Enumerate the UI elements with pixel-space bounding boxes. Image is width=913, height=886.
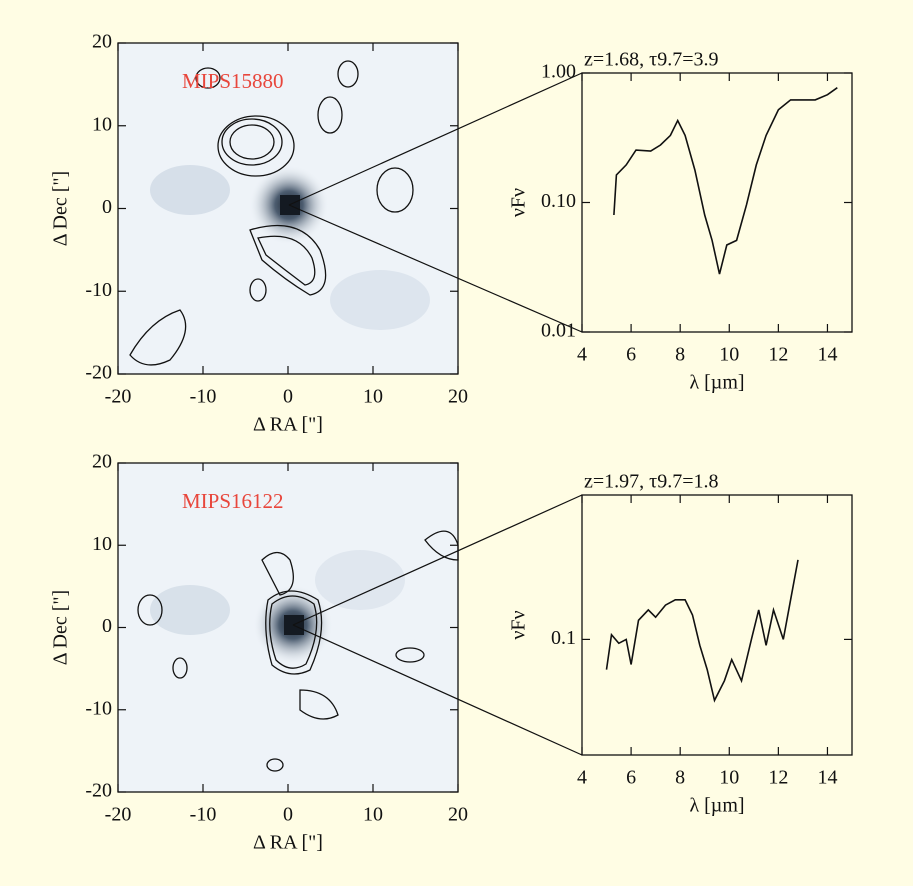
x-tick-label: -20: [105, 804, 132, 826]
y-tick-label: -20: [85, 362, 112, 384]
y-tick-label: 10: [92, 533, 112, 555]
zoom-lines: [288, 72, 583, 756]
x-tick-label: 0: [283, 386, 293, 408]
y-axis-label: Δ Dec ["]: [50, 590, 72, 665]
y-tick-label: 0.01: [541, 320, 576, 342]
x-tick-label: 8: [675, 344, 685, 366]
x-tick-label: 10: [719, 767, 739, 789]
y-tick-label: 0.10: [541, 190, 576, 212]
x-tick-label: 12: [768, 344, 788, 366]
x-tick-label: 4: [577, 767, 587, 789]
y-axis-label: νFν: [508, 188, 530, 217]
y-tick-label: 0.1: [551, 627, 576, 649]
x-tick-label: 8: [675, 767, 685, 789]
x-tick-label: 20: [448, 804, 468, 826]
x-tick-label: 6: [626, 344, 636, 366]
y-tick-label: 0: [102, 196, 112, 218]
source-name: MIPS15880: [182, 69, 284, 93]
x-axis-label: λ [µm]: [689, 372, 744, 394]
chart-title: z=1.97, τ9.7=1.8: [584, 471, 718, 493]
x-axis-label: Δ RA ["]: [253, 832, 323, 854]
y-tick-label: 20: [92, 31, 112, 53]
y-tick-label: 10: [92, 113, 112, 135]
x-tick-label: 12: [768, 767, 788, 789]
y-tick-label: 1.00: [541, 61, 576, 83]
image-texture: [118, 43, 459, 792]
x-tick-label: 20: [448, 386, 468, 408]
plot-frame: [581, 494, 853, 756]
x-axis-label: Δ RA ["]: [253, 414, 323, 436]
y-tick-label: -10: [85, 697, 112, 719]
x-tick-label: 10: [719, 344, 739, 366]
x-tick-label: 14: [817, 767, 837, 789]
y-tick-label: 0: [102, 615, 112, 637]
y-tick-label: -10: [85, 279, 112, 301]
x-tick-label: 10: [363, 804, 383, 826]
x-tick-label: -10: [190, 804, 217, 826]
x-tick-label: 6: [626, 767, 636, 789]
x-tick-label: 0: [283, 804, 293, 826]
chart-title: z=1.68, τ9.7=3.9: [584, 49, 718, 71]
x-tick-label: -10: [190, 386, 217, 408]
y-axis-label: νFν: [508, 610, 530, 639]
x-tick-label: 4: [577, 344, 587, 366]
spectrum-line: [613, 87, 838, 275]
x-tick-label: -20: [105, 386, 132, 408]
x-tick-label: 14: [817, 344, 837, 366]
source-name: MIPS16122: [182, 489, 284, 513]
y-tick-label: -20: [85, 780, 112, 802]
x-axis-label: λ [µm]: [689, 795, 744, 817]
y-tick-label: 20: [92, 451, 112, 473]
y-axis-label: Δ Dec ["]: [50, 171, 72, 246]
plot-frame: [581, 72, 853, 333]
x-tick-label: 10: [363, 386, 383, 408]
spectrum-line: [605, 559, 799, 703]
